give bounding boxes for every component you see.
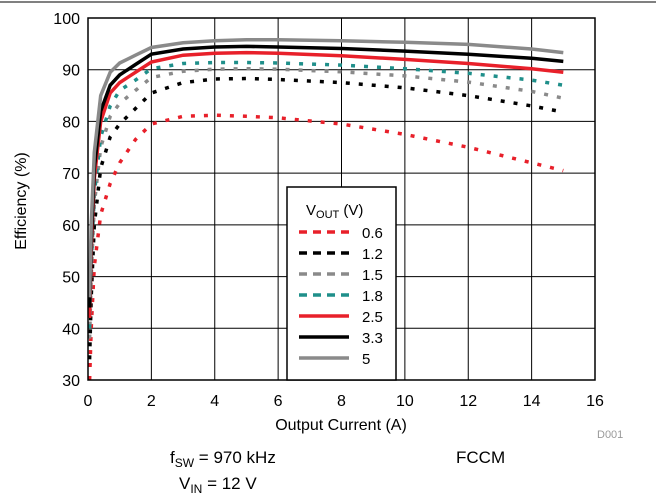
legend-label-1-2: 1.2 — [362, 246, 383, 263]
series-line-1-5 — [87, 66, 564, 339]
legend-entries: 0.6 1.2 1.5 1.8 2.5 3.3 5 — [299, 225, 383, 368]
legend-title-unit: (V) — [339, 202, 363, 219]
x-tick-labels: 0 2 4 6 8 10 12 14 16 — [84, 393, 604, 410]
legend: VOUT (V) 0.6 1.2 1.5 1.8 2.5 3.3 5 — [286, 186, 397, 381]
x-tick-label: 16 — [586, 393, 604, 410]
y-axis-label: Efficiency (%) — [13, 152, 30, 250]
series-lines — [87, 37, 564, 381]
switching-frequency-label: fSW = 970 kHz — [170, 448, 276, 470]
y-tick-label: 70 — [62, 166, 80, 183]
x-tick-label: 2 — [147, 393, 156, 410]
x-tick-label: 10 — [396, 393, 414, 410]
legend-label-2-5: 2.5 — [362, 309, 383, 326]
legend-box — [286, 186, 397, 381]
y-tick-label: 100 — [53, 11, 80, 28]
legend-title-main: V — [306, 202, 316, 219]
x-axis-label: Output Current (A) — [275, 417, 407, 434]
fsw-sub: SW — [175, 456, 195, 470]
input-voltage-label: VIN = 12 V — [179, 474, 257, 496]
y-tick-label: 90 — [62, 63, 80, 80]
x-tick-label: 12 — [459, 393, 477, 410]
y-tick-label: 30 — [62, 373, 80, 390]
vin-main: V — [179, 474, 191, 493]
y-tick-labels: 30 40 50 60 70 80 90 100 — [53, 11, 80, 390]
series-line-5 — [87, 37, 564, 298]
y-tick-label: 40 — [62, 321, 80, 338]
legend-label-5: 5 — [362, 351, 370, 368]
x-tick-label: 0 — [84, 393, 93, 410]
y-tick-label: 50 — [62, 270, 80, 287]
x-tick-label: 8 — [337, 393, 346, 410]
mode-label: FCCM — [456, 448, 505, 467]
vin-sub: IN — [190, 482, 202, 496]
x-tick-label: 4 — [210, 393, 219, 410]
y-tick-label: 80 — [62, 114, 80, 131]
series-line-1-2 — [87, 76, 564, 360]
legend-title: VOUT (V) — [306, 202, 363, 221]
y-tick-label: 60 — [62, 218, 80, 235]
figure-id-label: D001 — [597, 429, 623, 441]
fsw-value: = 970 kHz — [194, 448, 276, 467]
legend-label-1-5: 1.5 — [362, 267, 383, 284]
legend-label-1-8: 1.8 — [362, 288, 383, 305]
legend-title-sub: OUT — [316, 209, 340, 221]
fsw-main: f — [170, 448, 175, 467]
x-tick-label: 6 — [274, 393, 283, 410]
vin-value: = 12 V — [202, 474, 257, 493]
x-tick-label: 14 — [523, 393, 541, 410]
legend-label-0-6: 0.6 — [362, 225, 383, 242]
series-line-0-6 — [87, 113, 564, 381]
legend-label-3-3: 3.3 — [362, 330, 383, 347]
